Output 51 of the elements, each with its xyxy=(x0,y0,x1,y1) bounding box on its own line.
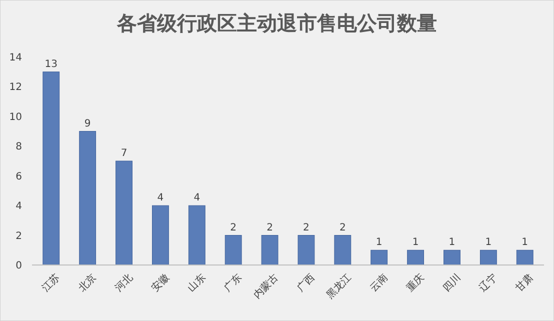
bar xyxy=(334,235,352,266)
x-tick-label: 广东 xyxy=(222,272,244,294)
x-tick-label: 北京 xyxy=(76,272,99,294)
x-tick-label: 江苏 xyxy=(40,272,62,294)
bar xyxy=(188,205,206,266)
bar xyxy=(261,235,278,266)
data-label: 4 xyxy=(194,192,200,204)
y-tick-label: 14 xyxy=(9,52,22,64)
x-tick-label: 山东 xyxy=(185,272,208,294)
data-label: 9 xyxy=(84,118,91,130)
x-tick-label: 河北 xyxy=(112,272,136,294)
x-tick-label: 甘肃 xyxy=(513,272,536,294)
bar xyxy=(79,131,96,266)
bar xyxy=(516,250,534,266)
data-label: 1 xyxy=(376,237,382,248)
x-tick-label: 辽宁 xyxy=(476,272,500,294)
x-tick-label: 内蒙古 xyxy=(251,272,281,302)
x-tick-label: 广西 xyxy=(294,272,318,294)
bar xyxy=(224,235,242,266)
data-label: 1 xyxy=(485,237,492,248)
data-label: 1 xyxy=(522,237,528,248)
x-tick-label: 安徽 xyxy=(148,272,172,294)
bar xyxy=(116,160,132,266)
y-tick-label: 8 xyxy=(16,142,22,153)
data-label: 4 xyxy=(157,192,164,204)
data-label: 2 xyxy=(303,222,310,234)
data-label: 13 xyxy=(44,58,58,70)
data-label: 2 xyxy=(339,222,346,234)
data-label: 1 xyxy=(412,237,419,248)
x-tick-label: 黑龙江 xyxy=(324,272,354,302)
y-tick-label: 10 xyxy=(9,112,22,123)
chart-title: 各省级行政区主动退市售电公司数量 xyxy=(116,11,437,35)
y-tick-label: 4 xyxy=(16,201,22,212)
bar xyxy=(370,250,388,266)
bar xyxy=(298,235,315,266)
x-tick-label: 重庆 xyxy=(404,272,427,294)
y-tick-label: 6 xyxy=(16,171,22,182)
y-tick-label: 12 xyxy=(9,82,22,94)
data-label: 1 xyxy=(448,237,456,248)
data-label: 7 xyxy=(120,148,128,159)
bar xyxy=(152,205,169,266)
data-label: 2 xyxy=(230,222,237,234)
bar xyxy=(42,72,60,266)
bar xyxy=(407,250,424,266)
bar xyxy=(444,250,460,266)
y-tick-label: 0 xyxy=(16,260,22,272)
bar xyxy=(480,250,497,266)
data-label: 2 xyxy=(266,222,273,234)
x-tick-label: 四川 xyxy=(440,272,464,294)
x-tick-label: 云南 xyxy=(368,272,390,294)
y-tick-label: 2 xyxy=(16,230,22,242)
